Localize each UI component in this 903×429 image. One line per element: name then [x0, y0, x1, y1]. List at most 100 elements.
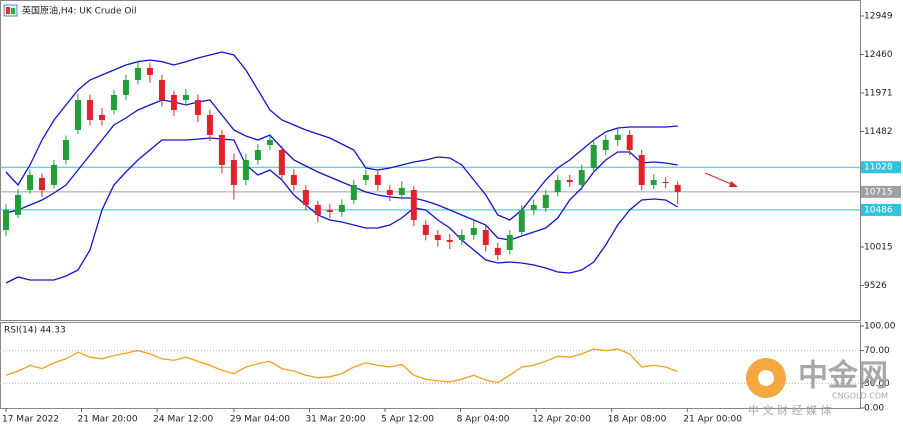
level-label: 10715	[864, 187, 893, 197]
candle-body	[650, 180, 657, 185]
symbol-icon-part	[6, 7, 10, 14]
candle-body	[170, 94, 177, 110]
candle-body	[338, 204, 345, 212]
chart-title: 英国原油,H4: UK Crude Oil	[22, 5, 136, 17]
candle-body	[218, 134, 225, 165]
candle-body	[518, 210, 525, 232]
front-layer: 12949 12460 11971 11482 10015 9526 11028 10715 1…	[2, 11, 901, 425]
x-tick-label: 5 Apr 12:00	[381, 415, 434, 425]
rsi-label: RSI(14) 44.33	[4, 326, 66, 336]
level-box	[861, 185, 901, 198]
candle-body	[230, 160, 237, 185]
band-lower	[5, 137, 679, 284]
x-tick-label: 12 Apr 20:00	[532, 415, 591, 425]
candle-body	[326, 210, 333, 212]
candle-body	[266, 140, 273, 145]
candle-body	[278, 150, 285, 175]
candle-body	[422, 224, 429, 235]
back-layer	[0, 15, 864, 412]
candle-body	[662, 181, 669, 183]
candle-body	[566, 180, 573, 182]
candle-body	[530, 204, 537, 210]
y-tick-label: 10015	[864, 243, 893, 253]
rsi-tick-label: 0.00	[864, 404, 884, 414]
tagline: 中 文 财 经 媒 体	[748, 403, 831, 417]
rsi-line	[5, 348, 678, 384]
candle-body	[626, 134, 633, 150]
candle-body	[638, 155, 645, 185]
candle-body	[410, 190, 417, 220]
rsi-tick-label: 70.00	[864, 346, 890, 356]
arrow-head	[729, 181, 738, 187]
x-tick-label: 31 Mar 20:00	[305, 415, 365, 425]
level-label: 11028	[864, 163, 893, 173]
candle-body	[590, 144, 597, 169]
candle-body	[242, 160, 249, 180]
candle-body	[62, 140, 69, 160]
candle-body	[374, 174, 381, 185]
level-box	[861, 161, 901, 174]
watermark: 中金网 CNGOLD.COM 中 文 财 经 媒 体	[746, 358, 888, 417]
candle-body	[194, 100, 201, 115]
candle-body	[554, 180, 561, 192]
y-tick-label: 11482	[864, 127, 893, 137]
x-tick-label: 18 Apr 08:00	[608, 415, 667, 425]
candle-body	[110, 94, 117, 110]
candle-body	[398, 187, 405, 195]
rsi-tick-label: 30.00	[864, 379, 890, 389]
candle-body	[578, 170, 585, 185]
candle-body	[122, 80, 129, 95]
candle-body	[254, 150, 261, 160]
x-tick-label: 17 Mar 2022	[2, 415, 59, 425]
x-tick-label: 29 Mar 04:00	[230, 415, 290, 425]
candle-body	[14, 194, 21, 215]
main-panel	[0, 0, 861, 321]
candle-body	[158, 80, 165, 100]
candle-body	[38, 177, 45, 190]
band-upper	[5, 51, 678, 221]
symbol-icon-part	[11, 8, 15, 14]
y-tick-label: 11971	[864, 88, 893, 98]
candle-body	[146, 67, 153, 75]
y-tick-label: 9526	[864, 281, 887, 291]
level-label: 10486	[864, 205, 893, 215]
candle-body	[98, 114, 105, 120]
candle-body	[470, 227, 477, 235]
y-tick-label: 12460	[864, 50, 893, 60]
y-tick-label: 12949	[864, 11, 893, 21]
brand: 中金网	[798, 359, 888, 394]
candle-body	[614, 134, 621, 140]
candle-body	[26, 174, 33, 190]
candle-body	[602, 140, 609, 150]
symbol-icon	[3, 4, 18, 17]
rsi-panel	[0, 322, 861, 409]
x-tick-label: 21 Apr 00:00	[683, 415, 742, 425]
candle-body	[386, 190, 393, 195]
rsi-tick-label: 100.00	[864, 322, 896, 332]
candle-body	[206, 114, 213, 135]
candle-body	[482, 230, 489, 245]
candle-body	[674, 184, 681, 192]
candle-body	[50, 164, 57, 185]
x-tick-label: 24 Mar 12:00	[153, 415, 213, 425]
level-box	[861, 203, 901, 216]
candle-body	[74, 100, 81, 130]
logo-part	[758, 370, 774, 386]
band-middle	[5, 99, 678, 241]
candle-body	[446, 240, 453, 242]
domain: CNGOLD.COM	[832, 392, 888, 401]
candle-body	[458, 234, 465, 240]
x-tick-label: 8 Apr 04:00	[457, 415, 510, 425]
candle-body	[182, 94, 189, 100]
candle-body	[134, 67, 141, 80]
candle-body	[494, 247, 501, 255]
candle-body	[290, 174, 297, 185]
candle-body	[86, 100, 93, 120]
candle-body	[314, 204, 321, 215]
candle-body	[350, 184, 357, 200]
candle-body	[506, 234, 513, 250]
candle-body	[302, 190, 309, 205]
candle-body	[2, 210, 9, 230]
